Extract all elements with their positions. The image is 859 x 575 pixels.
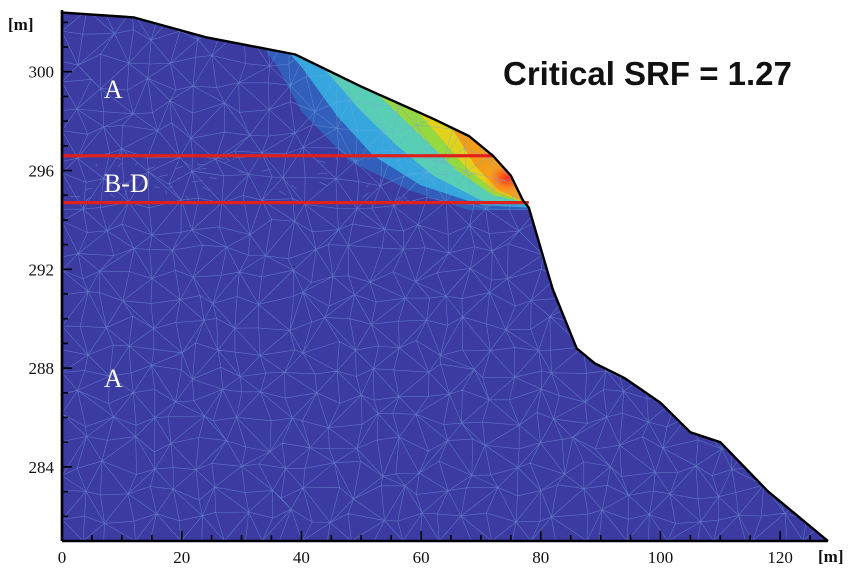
- y-tick-label: 296: [29, 162, 55, 181]
- slope-outline: [60, 11, 829, 542]
- displacement-contour: [259, 42, 534, 211]
- x-tick-label: 40: [293, 548, 310, 567]
- layer-boundaries: [62, 154, 529, 205]
- layer-label: A: [104, 364, 123, 393]
- slope-body: [62, 12, 828, 541]
- y-tick-label: 288: [29, 359, 55, 378]
- x-tick-label: 60: [413, 548, 430, 567]
- axes: 0 20 40 60 80 100 120 284 288 292 296 300: [29, 10, 828, 567]
- x-tick-label: 100: [648, 548, 674, 567]
- x-unit-label: [m]: [818, 547, 843, 566]
- layer-label: A: [104, 75, 123, 104]
- x-tick-label: 120: [767, 548, 793, 567]
- x-tick-label: 0: [58, 548, 67, 567]
- layer-labels: A B-D A: [104, 75, 149, 393]
- x-tick-label: 20: [173, 548, 190, 567]
- layer-label: B-D: [104, 169, 149, 198]
- y-tick-label: 292: [29, 260, 55, 279]
- max-displacement-zone: [481, 157, 534, 198]
- x-tick-label: 80: [532, 548, 549, 567]
- y-tick-label: 300: [29, 63, 55, 82]
- y-unit-label: [m]: [8, 15, 33, 34]
- y-tick-label: 284: [29, 458, 55, 477]
- critical-srf-label: Critical SRF = 1.27: [503, 55, 792, 92]
